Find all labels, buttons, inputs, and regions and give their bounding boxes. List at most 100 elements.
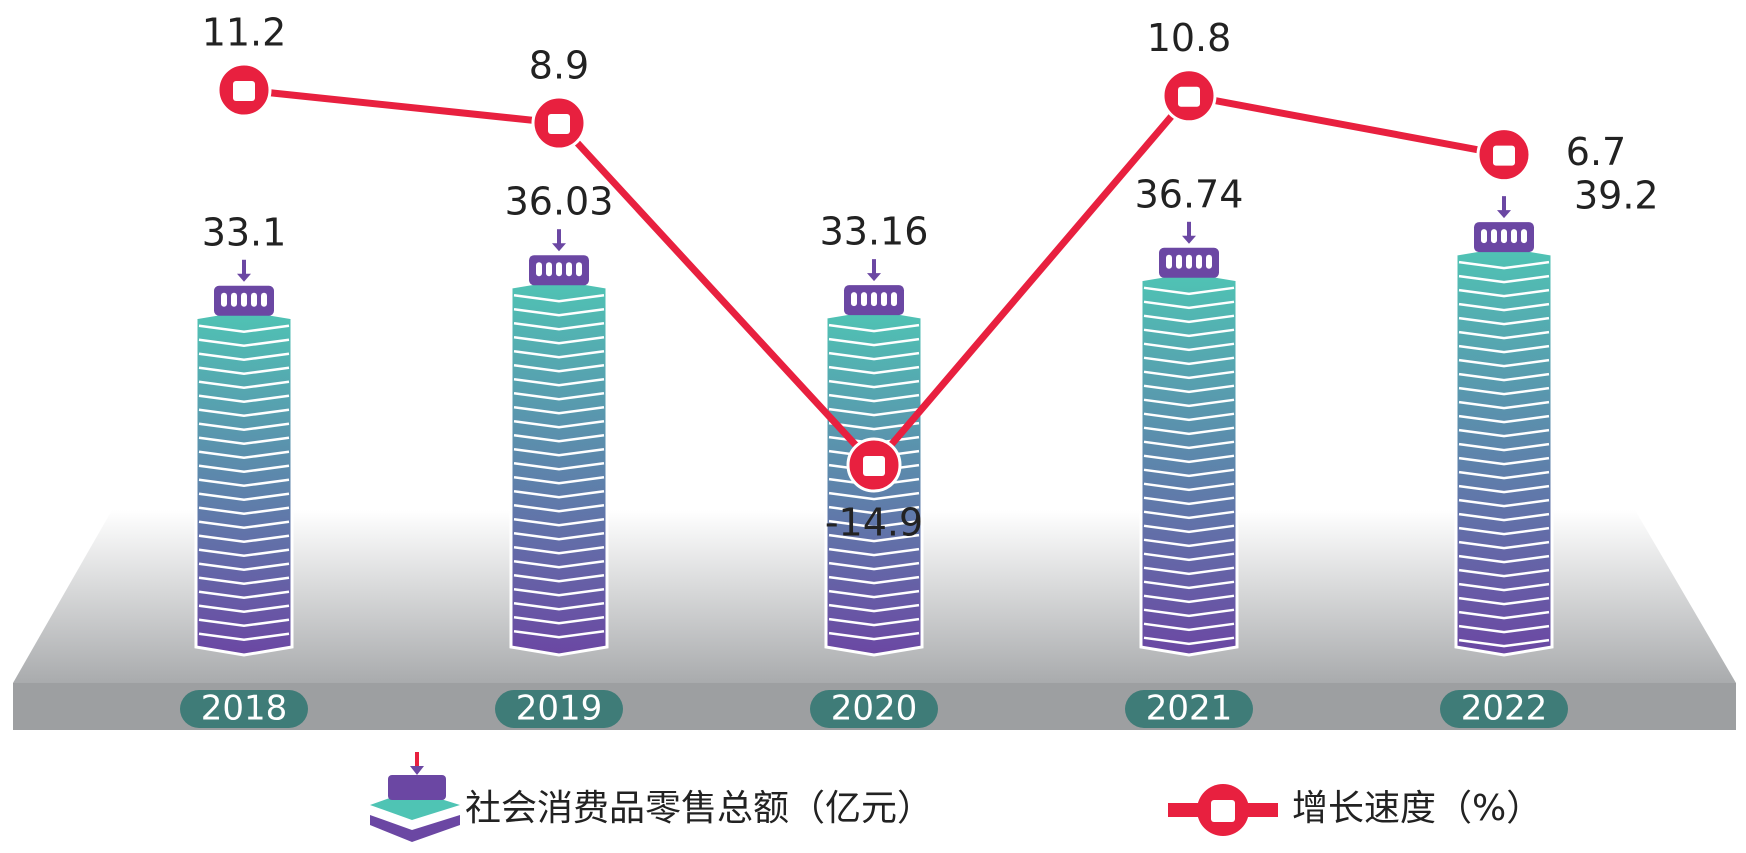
coin-edge [513, 321, 605, 331]
coin-edge [1143, 524, 1235, 534]
basket-slot [1501, 229, 1507, 244]
coin-edge [1143, 370, 1235, 380]
basket-arrow-head [1497, 210, 1511, 219]
coin-edge [828, 575, 920, 585]
coin-edge [1458, 596, 1550, 606]
coin-edge [1458, 414, 1550, 424]
coin-edge [513, 335, 605, 345]
basket-slot [891, 292, 897, 307]
basket-icon [844, 259, 904, 316]
line-value-label: 11.2 [202, 11, 287, 55]
basket-slot [871, 292, 877, 307]
coin-edge [198, 380, 290, 390]
coin-edge [1458, 582, 1550, 592]
bag-icon [233, 81, 255, 101]
basket-icon [214, 259, 274, 316]
coin-edge [198, 548, 290, 558]
bar-value-label: 36.03 [505, 180, 614, 224]
coin-edge [198, 576, 290, 586]
coin-edge [1458, 638, 1550, 648]
coin-edge [198, 618, 290, 628]
coin-edge [1458, 512, 1550, 522]
coin-edge [198, 366, 290, 376]
x-tick-label: 2019 [516, 689, 603, 729]
coin-edge [198, 534, 290, 544]
legend-bar-icon [370, 752, 460, 842]
coin-edge [198, 590, 290, 600]
coin-edge [1143, 384, 1235, 394]
basket-slot [851, 292, 857, 307]
coin-edge [1143, 398, 1235, 408]
bar-value-label: 33.16 [820, 210, 929, 254]
coin-edge [828, 407, 920, 417]
coin-edge [1458, 568, 1550, 578]
basket-slot [1521, 229, 1527, 244]
basket-slot [241, 292, 247, 307]
coin-edge [513, 447, 605, 457]
bar-value-label: 33.1 [202, 210, 287, 254]
coin-edge [513, 461, 605, 471]
coin-edge [513, 391, 605, 401]
coin-edge [1458, 372, 1550, 382]
legend-line-icon [1168, 784, 1278, 836]
basket-arrow-head [1182, 235, 1196, 244]
coin-edge [1458, 288, 1550, 298]
coin-edge [513, 517, 605, 527]
bag-icon [1493, 145, 1515, 166]
legend-label: 增长速度（%） [1292, 788, 1542, 829]
coin-edge [198, 450, 290, 460]
year-pill [810, 690, 938, 728]
bag-icon [863, 456, 885, 476]
line-value-label: 8.9 [529, 44, 589, 88]
basket-icon [1474, 196, 1534, 253]
legend: 社会消费品零售总额（亿元） 增长速度（%） [370, 752, 1542, 842]
coin-edge [1143, 440, 1235, 450]
coin-edge [1458, 554, 1550, 564]
coin-edge [513, 475, 605, 485]
basket-slot [221, 292, 227, 307]
coin-edge [513, 601, 605, 611]
coin-edge [198, 632, 290, 642]
coin-edge [1458, 498, 1550, 508]
coin-edge [198, 520, 290, 530]
coin-edge [828, 617, 920, 627]
coin-edge [198, 352, 290, 362]
coin-edge [513, 615, 605, 625]
x-tick-label: 2018 [201, 689, 288, 729]
legend-label: 社会消费品零售总额（亿元） [465, 788, 933, 829]
coin-edge [1458, 260, 1550, 270]
coin-edge [1143, 356, 1235, 366]
coin-edge [1143, 454, 1235, 464]
coin-edge [1143, 496, 1235, 506]
basket-slot [861, 292, 867, 307]
basket-slot [231, 292, 237, 307]
coin-edge [828, 491, 920, 501]
coin-edge [828, 323, 920, 333]
coin-edge [198, 506, 290, 516]
coin-edge [1458, 358, 1550, 368]
coin-edge [828, 365, 920, 375]
coin-edge [1458, 344, 1550, 354]
coin-edge [513, 363, 605, 373]
coin-edge [1458, 526, 1550, 536]
coin-edge [1143, 538, 1235, 548]
coin-edge [828, 337, 920, 347]
coin-edge [513, 559, 605, 569]
coin-edge [1143, 286, 1235, 296]
bag-icon [548, 114, 570, 135]
line-layer: 11.2 8.9 -14.9 10.8 6.7 [202, 11, 1627, 545]
basket-icon [529, 229, 589, 286]
coin-edge [1458, 316, 1550, 326]
coin-edge [513, 293, 605, 303]
basket-slot [1481, 229, 1487, 244]
coin-edge [513, 503, 605, 513]
coin-edge [513, 573, 605, 583]
coin-edge [198, 338, 290, 348]
coin-edge [1143, 342, 1235, 352]
coin-edge [1458, 610, 1550, 620]
coin-edge [198, 464, 290, 474]
basket-slot [576, 262, 582, 277]
coin-edge [513, 545, 605, 555]
year-pill [1125, 690, 1253, 728]
